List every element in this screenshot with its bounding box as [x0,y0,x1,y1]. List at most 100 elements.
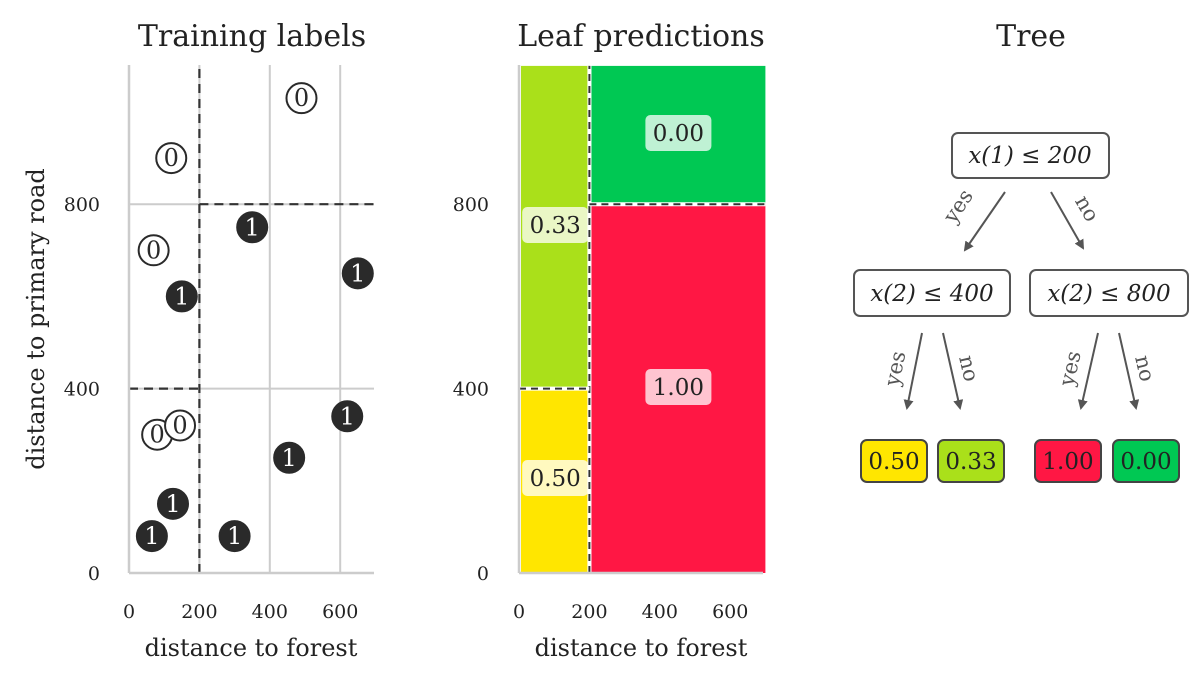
tree-leaf-label: 1.00 [1042,449,1093,475]
tree-edge-right-no [1118,332,1140,410]
training-point-label: 0 [150,421,165,449]
tree-right-label: x(2) ≤ 800 [1047,281,1170,307]
tree-leaf-box [1112,439,1180,483]
leaf-x-tick-600: 600 [712,601,748,623]
leaf-x-tick-400: 400 [642,601,678,623]
tree-root-label: x(1) ≤ 200 [968,143,1091,169]
training-point: 1 [135,520,168,553]
tree-edge-label-root-yes: yes [938,185,978,228]
tree-title: Tree [996,19,1066,54]
training-point-label: 1 [144,522,159,550]
tree-edge-label-right-no: no [1130,353,1159,384]
training-point-marker [164,409,197,442]
training-point-marker [218,520,251,553]
training-point: 0 [137,234,170,267]
training-point-marker [165,280,198,313]
leaf-region-label-box [522,460,589,496]
tree-left-node [853,269,1011,317]
leaf-region-label: 1.00 [653,375,704,401]
tree-edge-left-no [942,332,964,410]
tree-edge-left-yes [903,332,923,410]
training-x-tick-400: 400 [252,601,288,623]
training-split-lines [129,65,376,573]
leaf-x-label: distance to forest [535,634,748,662]
tree-edge-root-yes [963,191,1006,252]
leaf-x-tick-0: 0 [513,601,525,623]
training-y-tick-400: 400 [64,379,100,401]
tree-left-label: x(2) ≤ 400 [870,281,993,307]
tree-right-node [1029,269,1189,317]
training-y-tick-800: 800 [64,194,100,216]
leaf-region-labels: 0.50 0.33 1.00 0.00 [522,115,712,496]
leaf-predictions-panel: Leaf predictions 0.50 0.33 1.00 0.00 0 200 40… [453,19,766,662]
training-point-label: 0 [294,84,309,112]
training-point-label: 0 [164,144,179,172]
leaf-predictions-title: Leaf predictions [517,19,765,54]
training-point-label: 1 [350,259,365,287]
training-point: 1 [341,257,374,290]
training-point: 0 [285,82,318,115]
training-y-tick-0: 0 [88,563,100,585]
leaf-split-lines [519,65,766,573]
training-x-tick-0: 0 [123,601,135,623]
tree-leaf-label: 0.33 [945,449,996,475]
training-point-label: 0 [172,411,187,439]
training-point-marker [135,520,168,553]
tree-leaf-box [860,439,928,483]
leaf-y-tick-800: 800 [453,194,489,216]
training-point: 0 [155,142,188,175]
leaf-region-label: 0.00 [653,121,704,147]
leaf-y-tick-0: 0 [477,563,489,585]
training-point: 1 [218,520,251,553]
training-x-label: distance to forest [145,634,358,662]
training-point-marker [137,234,170,267]
training-point-label: 0 [146,236,161,264]
training-point-label: 1 [340,402,355,430]
training-point: 1 [331,400,364,433]
training-point-marker [273,441,306,474]
leaf-y-tick-400: 400 [453,379,489,401]
tree-leaves: 0.50 0.33 1.00 0.00 [860,439,1180,483]
leaf-region-label-box [645,369,712,405]
leaf-x-ticks: 0 200 400 600 [513,601,748,623]
training-point-label: 1 [227,522,242,550]
training-point: 1 [236,211,269,244]
training-y-ticks: 0 400 800 [64,194,100,585]
leaf-regions [521,65,766,573]
leaf-y-ticks: 0 400 800 [453,194,489,585]
tree-edge-root-no [1050,191,1084,250]
tree-leaf-box [937,439,1005,483]
tree-root-node [951,132,1110,179]
training-point-label: 1 [165,490,180,518]
training-y-label: distance to primary road [22,168,50,470]
tree-edge-right-yes [1077,332,1099,410]
training-point: 1 [273,441,306,474]
tree-edge-label-left-no: no [954,353,983,384]
tree-edge-label-root-no: no [1070,191,1104,226]
leaf-x-tick-200: 200 [571,601,607,623]
tree-panel: Tree x(1) ≤ 200 x(2) ≤ 400 x(2) ≤ 800 ye… [853,19,1189,483]
training-x-tick-200: 200 [181,601,217,623]
tree-edge-label-left-yes: yes [880,349,911,389]
training-labels-title: Training labels [138,19,366,54]
leaf-region-label: 0.50 [530,466,581,492]
training-point-label: 1 [282,444,297,472]
tree-edge-label-right-yes: yes [1054,349,1086,390]
training-point-marker [157,487,189,520]
training-point-marker [236,211,269,244]
training-x-ticks: 0 200 400 600 [123,601,358,623]
training-point-marker [155,142,188,175]
leaf-region-label-box [522,207,589,243]
training-point-marker [341,257,374,290]
tree-leaf-box [1034,439,1102,483]
tree-leaf-label: 0.00 [1120,449,1171,475]
training-point-label: 1 [245,213,260,241]
training-point: 1 [165,280,198,313]
training-x-tick-600: 600 [322,601,358,623]
training-point-label: 1 [174,282,189,310]
training-point: 0 [164,409,197,442]
training-point-marker [285,82,318,115]
